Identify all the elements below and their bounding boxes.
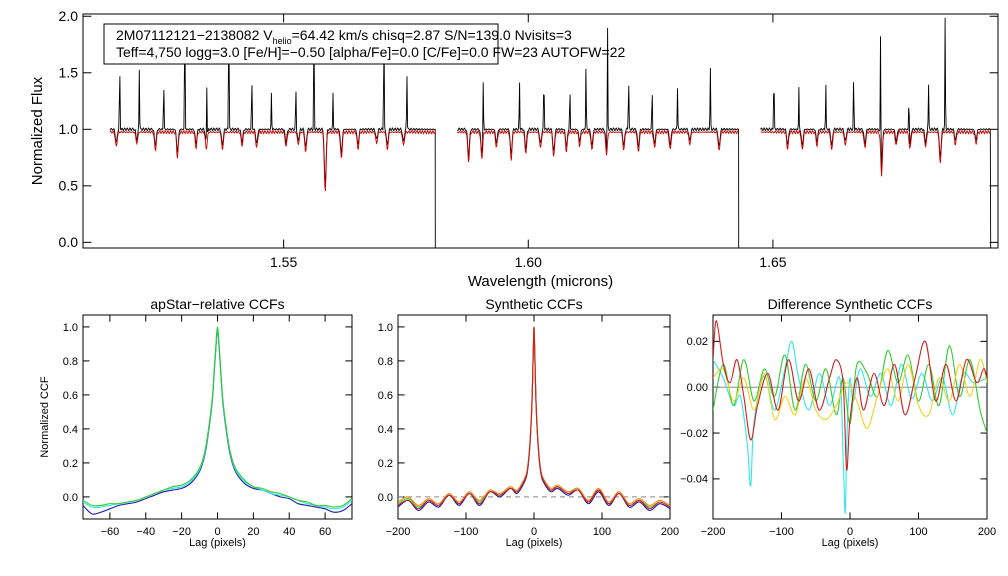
spectrum-info-line1: 2M07112121−2138082 Vhelio=64.42 km/s chi… xyxy=(116,27,572,46)
synthetic-x-tick-label: −200 xyxy=(386,526,411,538)
difference-ccf-panel: −200 −100 0 100 200 −0.04 −0.02 0.00 0.02 Differe… xyxy=(680,296,996,549)
synthetic-series-line xyxy=(398,328,670,512)
info-line1-params: =64.42 km/s chisq=2.87 S/N=139.0 Nvisits… xyxy=(292,27,572,43)
spectrum-y-tick-label: 0.5 xyxy=(59,178,79,194)
synthetic-x-tick-label: −100 xyxy=(454,526,479,538)
spectrum-y-tick-label: 1.0 xyxy=(59,121,79,137)
difference-y-tick-label: −0.04 xyxy=(680,474,708,486)
synthetic-y-tick-label: 1.0 xyxy=(378,322,393,334)
apstar-x-axis-label: Lag (pixels) xyxy=(189,537,246,549)
spectrum-plot-area xyxy=(109,17,992,248)
synthetic-x-tick-label: 100 xyxy=(593,526,611,538)
synthetic-series-line xyxy=(398,326,670,506)
apstar-series-line xyxy=(83,328,352,510)
apstar-x-tick-label: 20 xyxy=(247,526,259,538)
difference-x-axis-label: Lag (pixels) xyxy=(822,537,879,549)
spectrum-y-tick-label: 1.5 xyxy=(59,65,79,81)
difference-y-tick-label: −0.02 xyxy=(680,428,708,440)
synthetic-y-tick-label: 0.4 xyxy=(378,424,393,436)
apstar-y-tick-label: 1.0 xyxy=(63,322,78,334)
apstar-x-tick-label: 60 xyxy=(319,526,331,538)
spectrum-plot-frame xyxy=(82,13,999,249)
spectrum-info-line2: Teff=4,750 logg=3.0 [Fe/H]=−0.50 [alpha/… xyxy=(116,44,625,60)
synthetic-x-tick-label: 200 xyxy=(661,526,679,538)
spectrum-x-axis-label: Wavelength (microns) xyxy=(468,273,613,290)
difference-x-tick-label: 200 xyxy=(978,526,996,538)
spectrum-model-line xyxy=(109,129,436,192)
synthetic-series-line xyxy=(398,326,670,508)
apstar-series-line xyxy=(83,326,352,508)
difference-x-tick-label: 100 xyxy=(909,526,927,538)
difference-y-tick-label: 0.00 xyxy=(687,382,708,394)
apstar-x-tick-label: −40 xyxy=(136,526,155,538)
difference-plot-area xyxy=(713,320,987,514)
synthetic-y-tick-label: 0.8 xyxy=(378,356,393,368)
spectrum-model-line xyxy=(760,129,991,177)
synthetic-y-tick-label: 0.6 xyxy=(378,390,393,402)
synthetic-x-tick-label: 0 xyxy=(531,526,537,538)
apstar-y-axis-label: Normalized CCF xyxy=(39,376,51,458)
apstar-x-tick-label: 0 xyxy=(214,526,220,538)
spectrum-x-tick-label: 1.55 xyxy=(270,254,297,270)
synthetic-x-axis-label: Lag (pixels) xyxy=(506,537,563,549)
apstar-y-tick-label: 0.4 xyxy=(63,424,78,436)
difference-x-tick-label: 0 xyxy=(847,526,853,538)
info-line1-star-id: 2M07112121−2138082 V xyxy=(116,27,273,43)
spectrum-info-box xyxy=(103,23,499,65)
apstar-title: apStar−relative CCFs xyxy=(150,296,284,312)
apstar-y-tick-label: 0.2 xyxy=(63,458,78,470)
spectrum-observed-line xyxy=(457,27,740,248)
difference-x-tick-label: −100 xyxy=(769,526,794,538)
spectrum-y-tick-label: 0.0 xyxy=(59,234,79,250)
spectrum-panel: 1.55 1.60 1.65 0.0 0.5 1.0 1.5 2.0 Wavelength (m… xyxy=(29,8,999,290)
apstar-x-tick-label: −60 xyxy=(101,526,120,538)
spectrum-x-tick-label: 1.65 xyxy=(759,254,786,270)
spectrum-y-axis-label: Normalized Flux xyxy=(29,76,46,185)
synthetic-y-tick-label: 0.0 xyxy=(378,492,393,504)
apstar-x-tick-label: −20 xyxy=(172,526,191,538)
difference-title: Difference Synthetic CCFs xyxy=(768,296,933,312)
apstar-plot-frame xyxy=(82,314,353,520)
info-line1-subscript: helio xyxy=(273,36,292,46)
synthetic-title: Synthetic CCFs xyxy=(485,296,582,312)
synthetic-plot-area xyxy=(398,326,670,512)
apstar-plot-area xyxy=(83,326,352,515)
spectrum-observed-line xyxy=(760,17,992,248)
synthetic-ccf-panel: −200 −100 0 100 200 0.0 0.2 0.4 0.6 0.8 1.0 Synthet… xyxy=(378,296,679,549)
apstar-ccf-panel: −60 −40 −20 0 20 40 60 0.0 0.2 0.4 0.6 0.8 1.0 apStar… xyxy=(39,296,353,549)
spectrum-y-tick-label: 2.0 xyxy=(59,8,79,24)
difference-x-tick-label: −200 xyxy=(701,526,726,538)
difference-series-line xyxy=(713,320,987,471)
difference-series-line xyxy=(713,359,987,430)
apstar-y-tick-label: 0.8 xyxy=(63,356,78,368)
spectrum-observed-line xyxy=(109,42,436,248)
spectrum-x-tick-label: 1.60 xyxy=(515,254,542,270)
apstar-series-line xyxy=(83,329,352,515)
synthetic-series-line xyxy=(398,326,670,510)
synthetic-y-tick-label: 0.2 xyxy=(378,458,393,470)
spectrum-model-line xyxy=(456,129,740,163)
apstar-y-tick-label: 0.6 xyxy=(63,390,78,402)
apstar-y-tick-label: 0.0 xyxy=(63,492,78,504)
difference-y-tick-label: 0.02 xyxy=(687,336,708,348)
apstar-x-tick-label: 40 xyxy=(283,526,295,538)
